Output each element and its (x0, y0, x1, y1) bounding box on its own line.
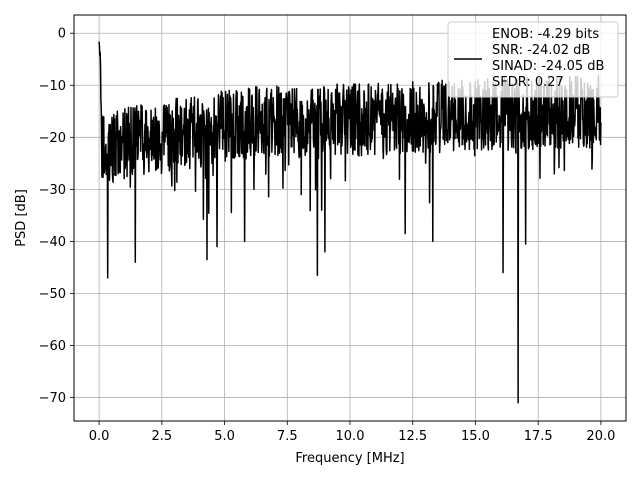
x-tick-label: 2.5 (151, 429, 172, 444)
x-tick-label: 0.0 (89, 429, 110, 444)
y-axis-label: PSD [dB] (14, 189, 29, 247)
legend-entry: ENOB: -4.29 bits (492, 27, 599, 42)
x-tick-label: 5.0 (214, 429, 235, 444)
series-layer (98, 41, 602, 404)
y-tick-label: −30 (39, 183, 66, 198)
legend-box (447, 21, 619, 98)
y-tick-label: −50 (39, 287, 66, 302)
legend-entry: SINAD: -24.05 dB (492, 59, 604, 74)
y-tick-label: −60 (39, 339, 66, 354)
x-tick-label: 17.5 (524, 429, 553, 444)
legend-entry: SNR: -24.02 dB (492, 43, 590, 58)
y-tick-label: −20 (39, 131, 66, 146)
y-tick-label: −70 (39, 391, 66, 406)
x-tick-label: 7.5 (277, 429, 298, 444)
x-axis-label: Frequency [MHz] (295, 451, 404, 466)
y-tick-label: −40 (39, 235, 66, 250)
x-axis: 0.0 2.5 5.0 7.5 10.0 12.5 15.0 17.5 20.0 (89, 421, 615, 444)
legend-entry: SFDR: 0.27 (492, 75, 564, 90)
psd-series-line (98, 41, 602, 404)
y-axis: 0 −10 −20 −30 −40 −50 −60 −70 (39, 27, 74, 406)
x-tick-label: 20.0 (586, 429, 615, 444)
x-tick-label: 12.5 (398, 429, 427, 444)
y-tick-label: 0 (58, 27, 66, 42)
x-tick-label: 10.0 (336, 429, 365, 444)
y-tick-label: −10 (39, 79, 66, 94)
x-tick-label: 15.0 (461, 429, 490, 444)
